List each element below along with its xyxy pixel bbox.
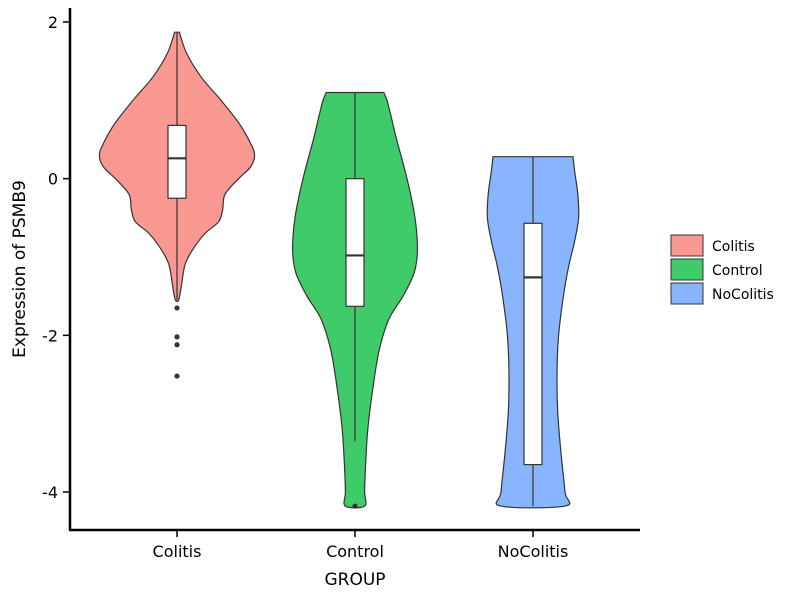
x-tick-label-nocolitis: NoColitis [498,542,569,561]
box-colitis [167,124,187,199]
legend-label-colitis: Colitis [712,239,755,255]
legend-swatch-nocolitis [670,282,704,305]
x-tick-label-control: Control [326,542,384,561]
outlier-colitis-2 [174,342,180,348]
axes-layer: 2 0 -2 -4 Colitis Control NoColitis GROUP Exp… [10,8,640,590]
outlier-colitis-3 [174,373,180,379]
x-axis-title: GROUP [324,570,385,590]
y-tick-label: -2 [42,326,58,345]
y-tick-label: 2 [48,13,58,32]
y-axis-title: Expression of PSMB9 [10,180,30,358]
legend-swatch-colitis [670,234,704,257]
y-ticks: 2 0 -2 -4 [42,13,70,502]
violin-group-control [291,91,419,509]
box-nocolitis [523,222,543,466]
outlier-control-0 [352,503,358,509]
violin-group-colitis [98,31,256,379]
box-control [345,178,365,307]
y-tick-label: 0 [48,170,58,189]
legend: Colitis Control NoColitis [670,234,774,305]
outlier-colitis-1 [174,334,180,340]
y-tick-label: -4 [42,483,58,502]
legend-swatch-control [670,258,704,281]
x-tick-label-colitis: Colitis [153,542,202,561]
legend-label-nocolitis: NoColitis [712,287,774,303]
x-ticks: Colitis Control NoColitis [153,530,569,561]
violins-layer [98,31,580,509]
violin-group-nocolitis [486,156,580,509]
legend-label-control: Control [712,263,763,279]
outlier-colitis-0 [174,305,180,311]
